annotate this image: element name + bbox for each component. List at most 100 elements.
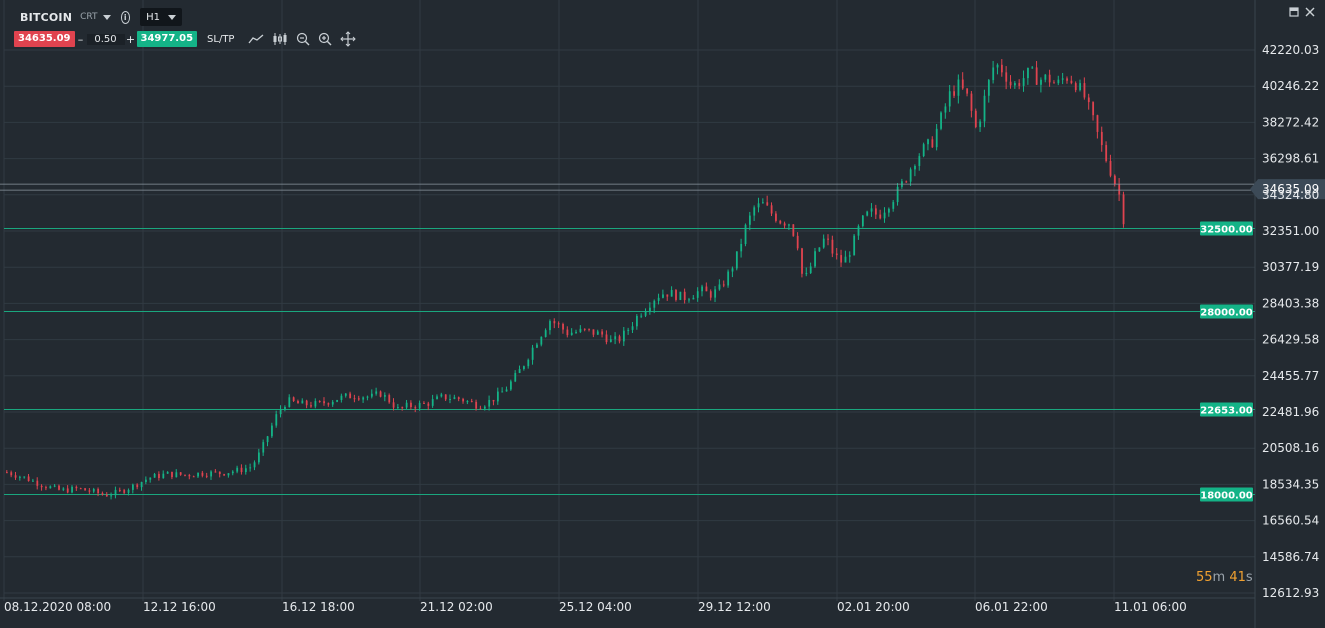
- candle-body: [788, 224, 790, 226]
- candle-body: [483, 406, 486, 409]
- candle-body: [857, 226, 860, 236]
- y-tick-label: 16560.54: [1262, 514, 1319, 528]
- candle-body: [301, 400, 304, 404]
- candle-body: [192, 476, 195, 478]
- candle-body: [110, 495, 113, 497]
- candle-body: [596, 331, 599, 335]
- dropdown-caret-icon[interactable]: [102, 14, 111, 20]
- y-tick-label: 14586.74: [1262, 550, 1319, 564]
- candle-body: [657, 297, 660, 301]
- candle-body: [14, 475, 17, 478]
- zoom-out-icon[interactable]: [296, 32, 310, 46]
- increase-quantity-button[interactable]: +: [125, 32, 136, 46]
- candle-body: [583, 328, 586, 330]
- line-chart-icon[interactable]: [248, 33, 264, 45]
- candle-body: [375, 391, 378, 394]
- candle-body: [149, 477, 152, 480]
- candle-body: [970, 93, 973, 111]
- chevron-down-icon: [168, 14, 176, 20]
- x-tick-label: 16.12 18:00: [282, 600, 355, 614]
- zoom-in-icon[interactable]: [318, 32, 332, 46]
- candle-body: [927, 139, 929, 145]
- candle-body: [961, 79, 964, 89]
- candle-body: [84, 488, 87, 491]
- candle-body: [783, 223, 786, 226]
- candle-body: [879, 214, 882, 219]
- y-tick-label: 26429.58: [1262, 333, 1319, 347]
- sltp-button[interactable]: SL/TP: [207, 33, 235, 45]
- crosshair-icon[interactable]: [340, 31, 357, 47]
- candle-body: [766, 202, 769, 206]
- candle-body: [935, 128, 938, 148]
- candle-body: [414, 407, 417, 409]
- candle-body: [622, 330, 625, 342]
- symbol-name[interactable]: BITCOIN: [20, 10, 73, 24]
- candle-body: [92, 489, 95, 492]
- candle-body: [779, 220, 782, 224]
- candle-body: [609, 339, 612, 343]
- candle-body: [457, 397, 460, 399]
- candle-body: [496, 391, 499, 402]
- candle-body: [1014, 83, 1016, 86]
- candle-body: [36, 480, 39, 486]
- buy-button[interactable]: 34977.05: [136, 31, 198, 47]
- candle-body: [518, 369, 521, 374]
- candle-body: [40, 485, 43, 488]
- timeframe-select[interactable]: H1: [140, 8, 182, 26]
- sell-button[interactable]: 34635.09: [14, 31, 75, 47]
- timer-seconds: 41: [1229, 570, 1246, 585]
- candles-icon[interactable]: [272, 32, 288, 46]
- minimize-icon[interactable]: [1289, 2, 1299, 21]
- candle-body: [327, 403, 330, 405]
- candle-body: [814, 251, 816, 267]
- level-label-bg: [1200, 221, 1253, 236]
- candle-body: [492, 399, 495, 402]
- level-label: 32500.00: [1200, 225, 1253, 236]
- decrease-quantity-button[interactable]: –: [77, 32, 84, 46]
- candle-body: [323, 401, 325, 404]
- candle-body: [23, 476, 26, 478]
- quantity-input[interactable]: 0.50: [86, 33, 125, 45]
- y-tick-label: 32351.00: [1262, 224, 1319, 238]
- candle-body: [266, 436, 269, 443]
- candle-body: [801, 248, 803, 274]
- candle-body: [505, 389, 508, 392]
- level-label: 22653.00: [1200, 406, 1253, 417]
- candle-body: [1113, 175, 1116, 185]
- price-levels[interactable]: 32500.00 28000.00 22653.00 18000.00: [4, 221, 1255, 502]
- candle-body: [479, 408, 482, 410]
- candle-body: [331, 401, 334, 405]
- x-tick-label: 02.01 20:00: [837, 600, 910, 614]
- candle-body: [523, 366, 525, 370]
- candle-body: [444, 394, 447, 400]
- candle-body: [614, 336, 617, 340]
- info-icon[interactable]: i: [120, 10, 131, 24]
- candle-body: [475, 401, 478, 409]
- x-axis: 08.12.2020 08:00 12.12 16:00 16.12 18:00 21…: [4, 600, 1187, 614]
- candle-body: [701, 286, 703, 292]
- candle-body: [679, 291, 682, 300]
- candle-body: [410, 402, 412, 408]
- candle-body: [905, 181, 908, 183]
- candle-body: [136, 484, 139, 488]
- y-tick-label: 34324.80: [1262, 188, 1319, 202]
- candle-body: [1027, 67, 1029, 79]
- candle-body: [983, 95, 986, 122]
- candle-body: [370, 393, 373, 397]
- candle-body: [1122, 194, 1125, 225]
- candle-body: [162, 473, 165, 479]
- y-tick-label: 42220.03: [1262, 43, 1319, 57]
- candle-body: [97, 489, 100, 494]
- candle-body: [431, 399, 434, 406]
- candle-body: [253, 462, 256, 468]
- candle-body: [974, 110, 977, 128]
- close-icon[interactable]: [1305, 2, 1315, 21]
- candle-body: [27, 476, 30, 482]
- candle-body: [748, 215, 751, 225]
- candle-body: [909, 169, 912, 182]
- timeframe-value: H1: [146, 11, 160, 23]
- candle-body: [831, 239, 834, 254]
- candle-body: [931, 139, 934, 148]
- candle-body: [536, 344, 538, 348]
